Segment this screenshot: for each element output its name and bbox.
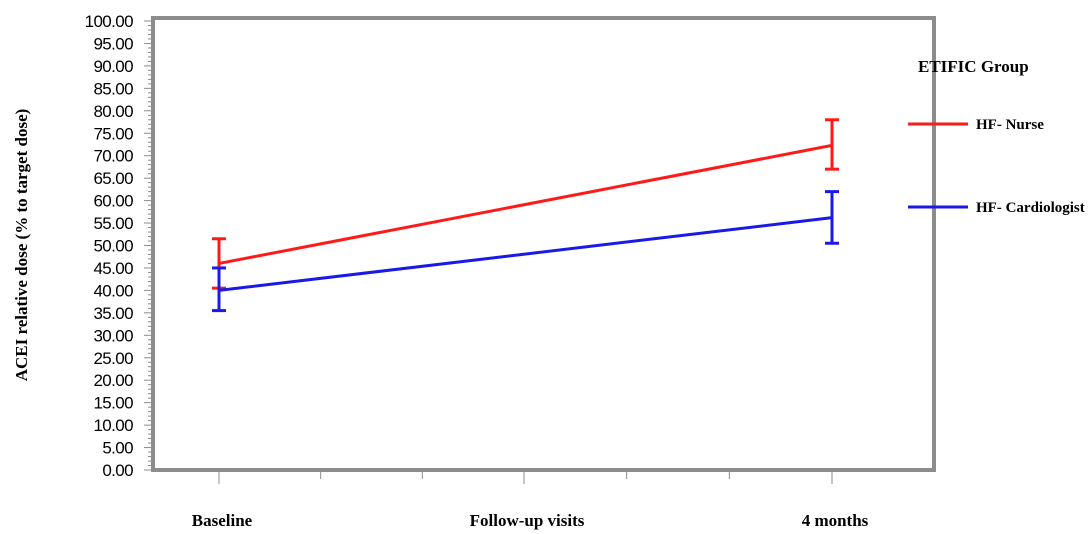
y-tick-label: 95.00 (93, 34, 133, 53)
y-tick-label: 45.00 (93, 259, 133, 278)
y-tick-label: 70.00 (93, 147, 133, 166)
y-tick-label: 40.00 (93, 281, 133, 300)
y-tick-label: 80.00 (93, 102, 133, 121)
error-bar (212, 266, 226, 313)
y-tick-label: 10.00 (93, 416, 133, 435)
x-tick-label: Follow-up visits (470, 511, 585, 530)
series-line (218, 216, 833, 292)
x-tick-label: Baseline (192, 511, 253, 530)
y-tick-label: 15.00 (93, 394, 133, 413)
y-axis-title: ACEI relative dose (% to target dose) (12, 109, 31, 382)
legend-title: ETIFIC Group (918, 57, 1029, 76)
y-axis: 0.00 5.00 10.00 15.00 20.00 25.00 30.00 35.00 40… (85, 12, 151, 480)
x-tick-label: 4 months (802, 511, 869, 530)
y-tick-label: 30.00 (93, 326, 133, 345)
y-tick-label: 65.00 (93, 169, 133, 188)
y-tick-label: 20.00 (93, 371, 133, 390)
legend-label: HF- Nurse (976, 117, 1044, 133)
y-tick-label: 55.00 (93, 214, 133, 233)
series-1 (212, 190, 839, 313)
legend: ETIFIC Group HF- Nurse HF- Cardiologist (908, 57, 1085, 216)
error-bar (825, 190, 839, 245)
y-tick-label: 0.00 (102, 461, 133, 480)
series-group (212, 118, 839, 313)
y-tick-label: 35.00 (93, 304, 133, 323)
y-tick-label: 100.00 (85, 12, 134, 31)
legend-label: HF- Cardiologist (976, 200, 1085, 216)
x-axis: Baseline Follow-up visits 4 months (192, 472, 869, 530)
y-tick-label: 85.00 (93, 79, 133, 98)
plot-frame-group (151, 16, 936, 472)
y-tick-label: 60.00 (93, 192, 133, 211)
plot-frame (151, 16, 936, 472)
y-tick-label: 75.00 (93, 124, 133, 143)
series-0 (212, 118, 839, 290)
series-line (218, 143, 833, 265)
y-tick-label: 25.00 (93, 349, 133, 368)
y-tick-label: 5.00 (102, 439, 133, 458)
y-tick-label: 90.00 (93, 57, 133, 76)
y-tick-label: 50.00 (93, 237, 133, 256)
error-bar (825, 118, 839, 171)
